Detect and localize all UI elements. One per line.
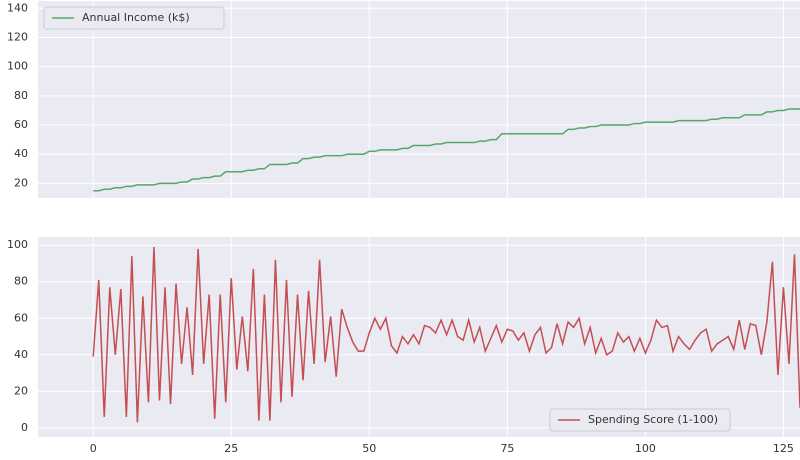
y-tick-label: 80 [14,89,28,102]
y-tick-label: 20 [14,176,28,189]
x-tick-label: 75 [500,442,514,455]
y-tick-label: 0 [21,421,28,434]
y-tick-label: 60 [14,311,28,324]
y-tick-label: 100 [7,238,28,251]
x-tick-label: 125 [773,442,794,455]
y-tick-label: 40 [14,147,28,160]
x-tick-label: 50 [362,442,376,455]
legend-box [549,408,731,432]
series-line [93,108,800,192]
x-tick-label: 0 [90,442,97,455]
legend-label: Annual Income (k$) [82,11,190,24]
y-tick-label: 140 [7,1,28,14]
y-tick-label: 20 [14,384,28,397]
legend-box [43,6,225,30]
legend-label: Spending Score (1-100) [588,413,718,426]
plot-area [38,1,800,198]
series-line [92,247,800,423]
y-tick-label: 120 [7,30,28,43]
y-tick-label: 60 [14,118,28,131]
y-tick-label: 100 [7,60,28,73]
x-tick-label: 100 [635,442,656,455]
x-tick-label: 25 [224,442,238,455]
plot-area [38,237,800,437]
y-tick-label: 40 [14,348,28,361]
y-tick-label: 80 [14,275,28,288]
